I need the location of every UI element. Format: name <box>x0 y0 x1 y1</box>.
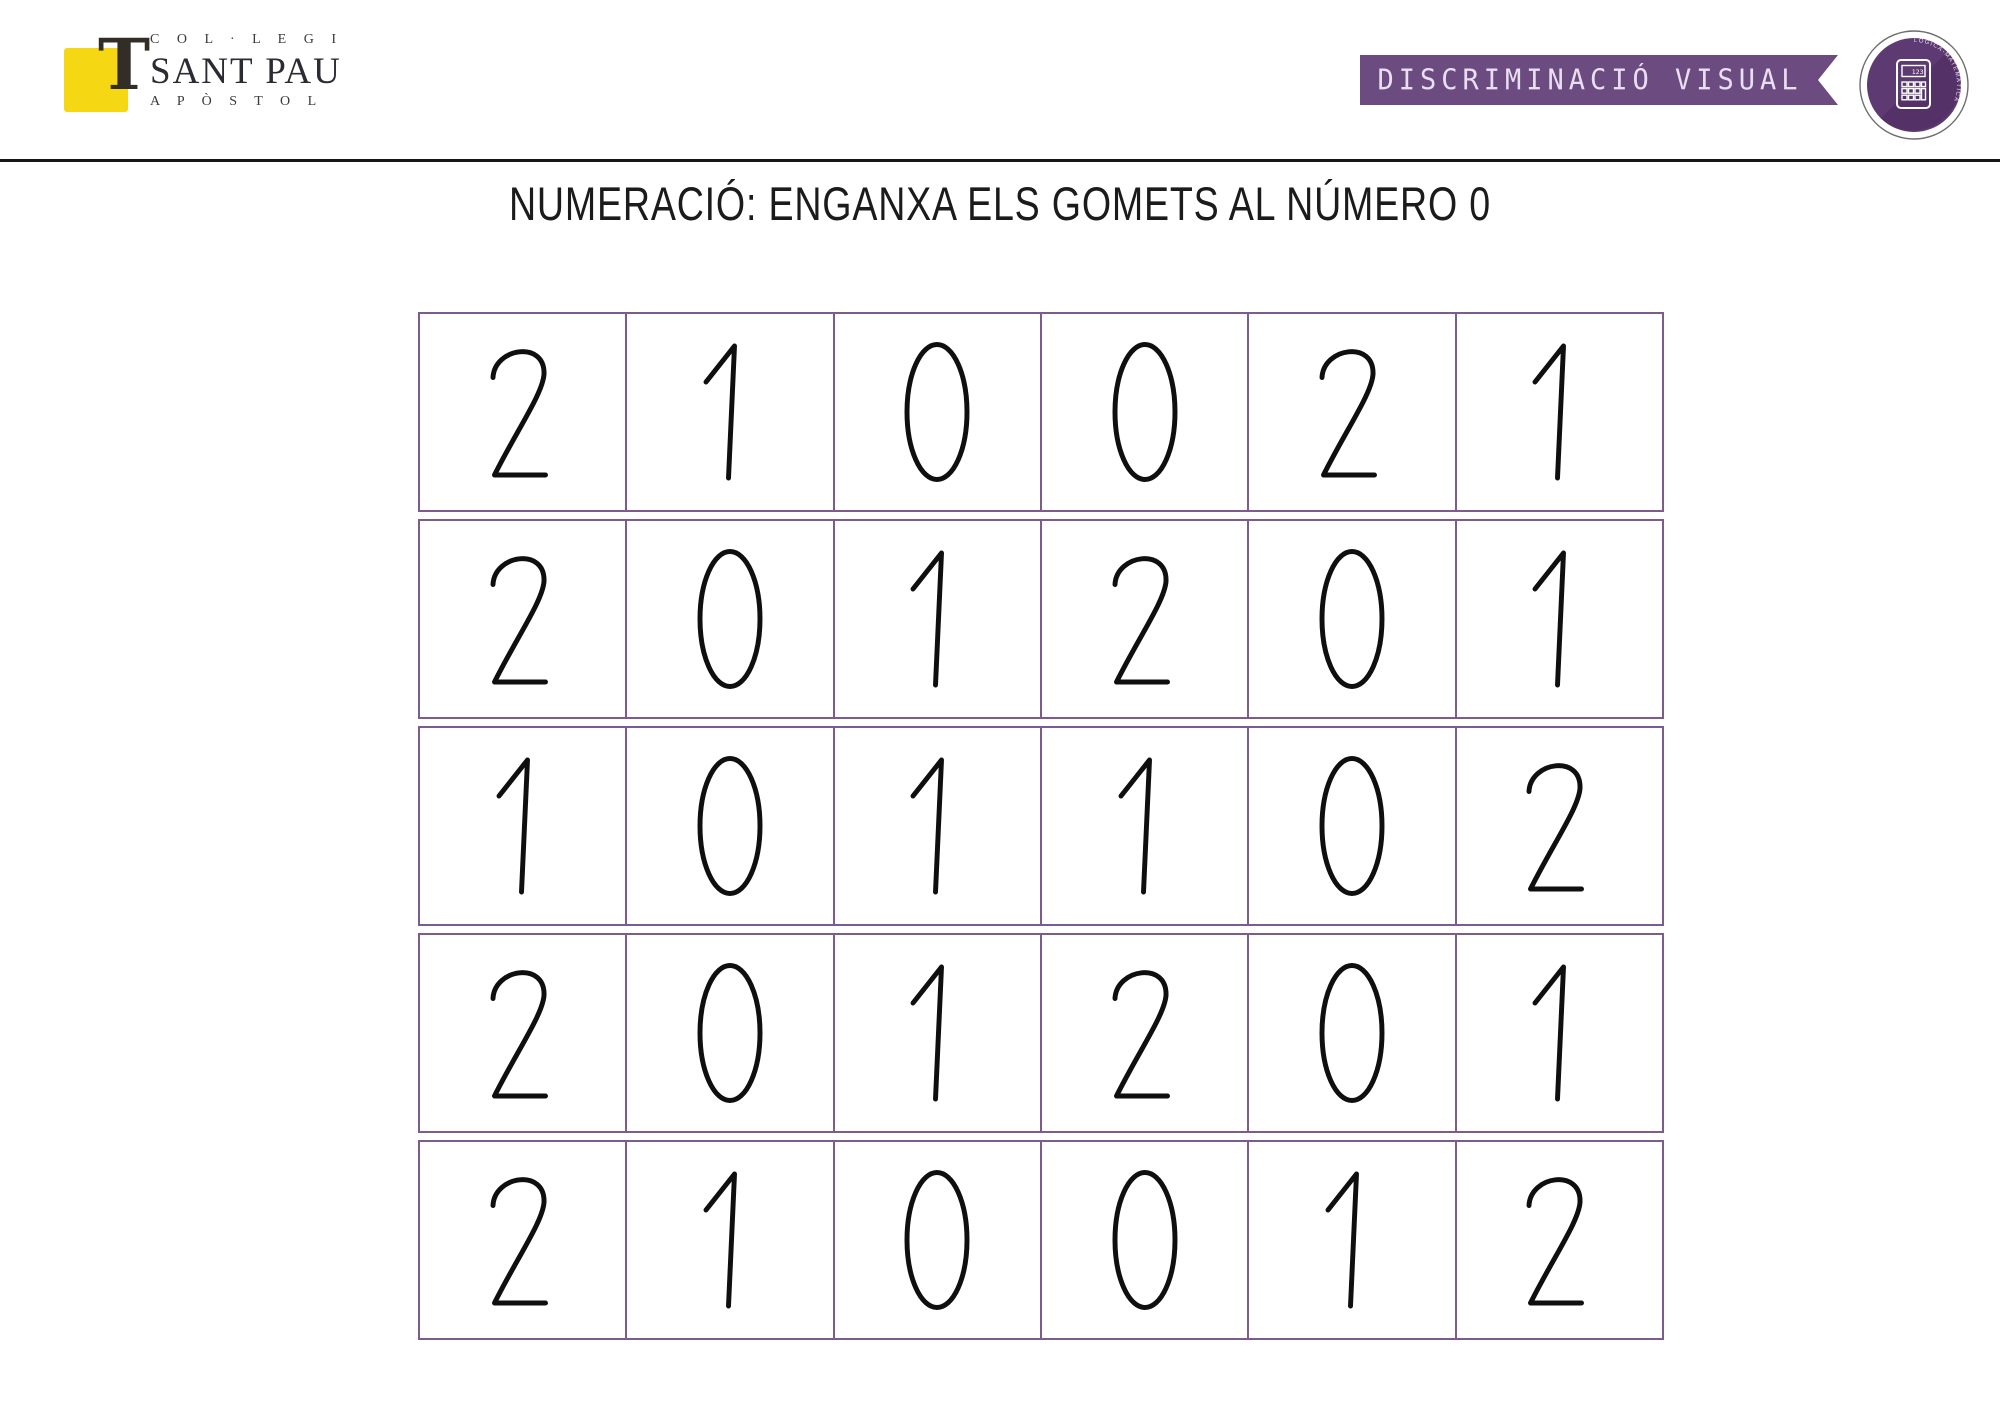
digit-2-glyph <box>1319 349 1377 478</box>
digit-0-glyph <box>1319 756 1385 896</box>
grid-row <box>418 1140 1664 1340</box>
grid-cell-number-2[interactable] <box>418 312 626 512</box>
grid-cell-number-1[interactable] <box>1039 726 1248 926</box>
digit-1-glyph <box>910 550 945 688</box>
school-logo: T C O L · L E G I SANT PAU A P Ò S T O L <box>58 24 378 124</box>
grid-cell-number-1[interactable] <box>1247 1140 1455 1340</box>
logo-line-apostol: A P Ò S T O L <box>150 94 324 109</box>
digit-2-glyph <box>1112 970 1170 1099</box>
grid-cell-number-0[interactable] <box>1247 519 1455 719</box>
digit-1-glyph <box>1532 964 1567 1102</box>
digit-1-glyph <box>1532 550 1567 688</box>
grid-row <box>418 519 1664 719</box>
digit-1-glyph <box>1532 343 1567 481</box>
digit-2-glyph <box>490 349 548 478</box>
digit-0-glyph <box>904 1170 970 1310</box>
digit-2-glyph <box>1526 1177 1585 1306</box>
grid-cell-number-2[interactable] <box>1039 519 1248 719</box>
digit-0-glyph <box>1112 1170 1178 1310</box>
grid-cell-number-0[interactable] <box>625 933 833 1133</box>
grid-cell-number-2[interactable] <box>1454 1140 1664 1340</box>
digit-0-glyph <box>697 963 763 1103</box>
logo-school-name: SANT PAU <box>150 51 342 92</box>
digit-1-glyph <box>1118 757 1152 895</box>
number-grid <box>418 312 1664 1340</box>
digit-1-glyph <box>1325 1171 1359 1309</box>
digit-0-glyph <box>1319 549 1385 689</box>
digit-1-glyph <box>910 964 945 1102</box>
grid-cell-number-2[interactable] <box>1039 933 1248 1133</box>
grid-cell-number-1[interactable] <box>1454 933 1664 1133</box>
grid-row <box>418 312 1664 512</box>
digit-2-glyph <box>1526 763 1585 892</box>
digit-1-glyph <box>703 1171 737 1309</box>
grid-cell-number-0[interactable] <box>832 312 1040 512</box>
grid-cell-number-0[interactable] <box>1039 312 1248 512</box>
logo-line-collegi: C O L · L E G I <box>150 32 343 47</box>
grid-cell-number-1[interactable] <box>418 726 626 926</box>
grid-cell-number-0[interactable] <box>625 519 833 719</box>
grid-cell-number-2[interactable] <box>418 1140 626 1340</box>
digit-1-glyph <box>703 343 737 481</box>
digit-2-glyph <box>490 556 548 685</box>
grid-cell-number-1[interactable] <box>832 726 1040 926</box>
grid-cell-number-1[interactable] <box>832 933 1040 1133</box>
grid-cell-number-1[interactable] <box>832 519 1040 719</box>
digit-2-glyph <box>490 1177 548 1306</box>
digit-2-glyph <box>490 970 548 1099</box>
calculator-badge-icon: 123 LÒGICA-MATEMÀTICA <box>1859 30 1969 140</box>
digit-0-glyph <box>1112 342 1178 482</box>
grid-cell-number-2[interactable] <box>418 519 626 719</box>
digit-0-glyph <box>697 549 763 689</box>
header-divider-line <box>0 159 2000 162</box>
grid-cell-number-0[interactable] <box>1247 933 1455 1133</box>
grid-cell-number-0[interactable] <box>1247 726 1455 926</box>
grid-cell-number-1[interactable] <box>625 1140 833 1340</box>
math-subject-badge: 123 LÒGICA-MATEMÀTICA <box>1858 29 1970 141</box>
logo-yellow-square <box>64 48 128 112</box>
grid-cell-number-1[interactable] <box>1454 519 1664 719</box>
grid-row <box>418 933 1664 1133</box>
grid-cell-number-0[interactable] <box>625 726 833 926</box>
digit-1-glyph <box>910 757 945 895</box>
grid-cell-number-1[interactable] <box>625 312 833 512</box>
digit-1-glyph <box>496 757 530 895</box>
grid-cell-number-2[interactable] <box>418 933 626 1133</box>
grid-row <box>418 726 1664 926</box>
digit-2-glyph <box>1112 556 1170 685</box>
grid-cell-number-1[interactable] <box>1454 312 1664 512</box>
grid-cell-number-0[interactable] <box>1039 1140 1248 1340</box>
section-ribbon: DISCRIMINACIÓ VISUAL <box>1360 55 1838 105</box>
logo-text: C O L · L E G I SANT PAU A P Ò S T O L <box>150 32 380 110</box>
calculator-display-text: 123 <box>1912 68 1924 76</box>
grid-cell-number-0[interactable] <box>832 1140 1040 1340</box>
tau-cross-icon: T <box>98 23 151 106</box>
digit-0-glyph <box>697 756 763 896</box>
worksheet-title: NUMERACIÓ: ENGANXA ELS GOMETS AL NÚMERO … <box>508 177 1492 230</box>
grid-cell-number-2[interactable] <box>1454 726 1664 926</box>
digit-0-glyph <box>904 342 970 482</box>
grid-cell-number-2[interactable] <box>1247 312 1455 512</box>
digit-0-glyph <box>1319 963 1385 1103</box>
section-ribbon-label: DISCRIMINACIÓ VISUAL <box>1377 63 1803 97</box>
